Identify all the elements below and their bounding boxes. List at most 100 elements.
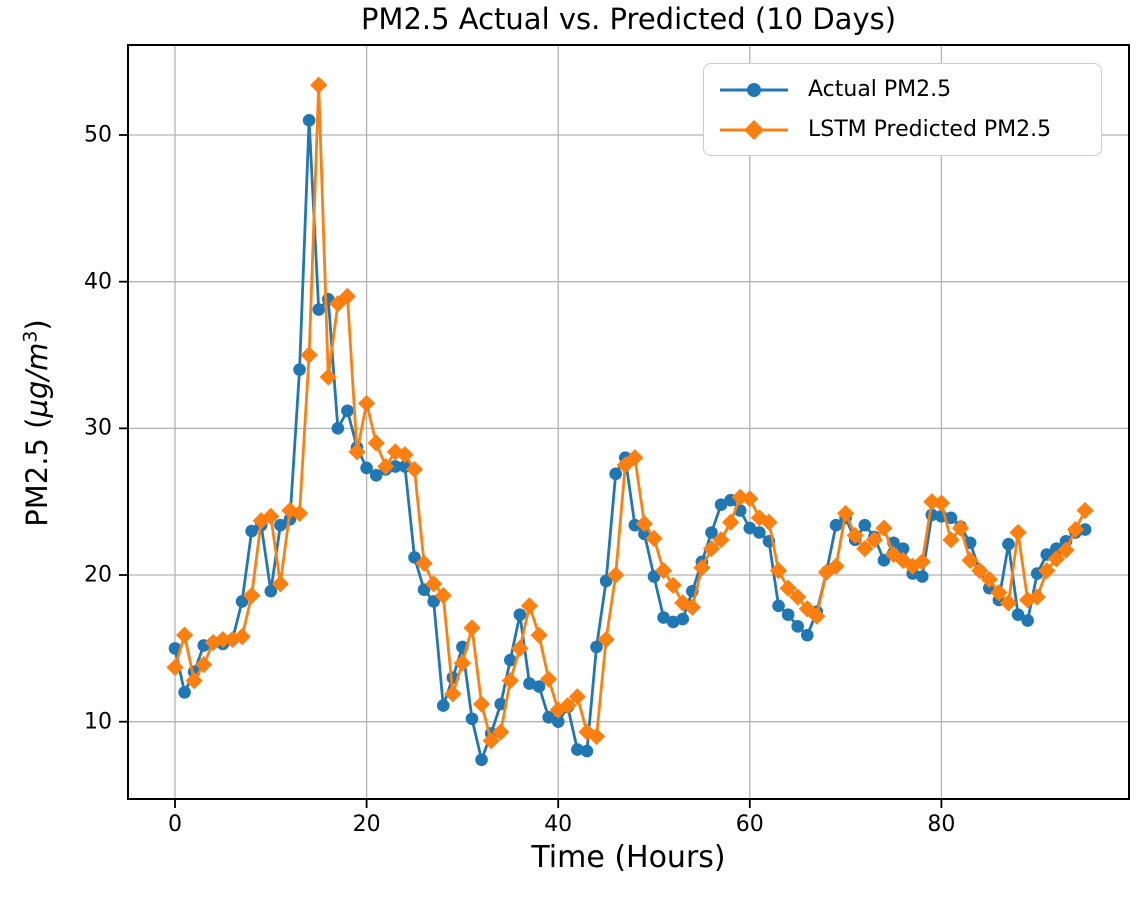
marker-diamond bbox=[846, 526, 864, 545]
marker-circle bbox=[1021, 614, 1034, 627]
marker-circle bbox=[1002, 537, 1015, 551]
axes-background bbox=[128, 45, 1129, 799]
x-tick-label: 60 bbox=[735, 812, 764, 837]
marker-circle bbox=[264, 584, 278, 598]
marker-circle bbox=[858, 518, 872, 532]
marker-diamond bbox=[980, 570, 998, 589]
marker-diamond bbox=[530, 626, 548, 644]
marker-diamond bbox=[674, 594, 692, 612]
marker-diamond bbox=[310, 76, 328, 94]
marker-circle bbox=[877, 554, 891, 567]
marker-diamond bbox=[175, 626, 194, 644]
marker-circle bbox=[532, 680, 546, 693]
marker-diamond bbox=[913, 553, 931, 571]
marker-diamond bbox=[1066, 520, 1085, 539]
marker-circle bbox=[1078, 523, 1092, 536]
marker-diamond bbox=[837, 504, 855, 523]
marker-diamond bbox=[607, 566, 625, 584]
marker-diamond bbox=[501, 672, 519, 690]
marker-circle bbox=[504, 653, 517, 667]
marker-diamond bbox=[233, 628, 251, 646]
marker-diamond bbox=[482, 732, 500, 750]
marker-circle bbox=[829, 518, 843, 532]
marker-diamond bbox=[779, 579, 797, 597]
marker-diamond bbox=[223, 630, 242, 649]
marker-diamond bbox=[827, 557, 845, 575]
marker-diamond bbox=[597, 630, 615, 649]
marker-circle bbox=[475, 753, 488, 767]
marker-diamond bbox=[348, 443, 366, 461]
marker-diamond bbox=[243, 586, 261, 605]
marker-diamond bbox=[262, 507, 280, 525]
marker-circle bbox=[781, 608, 795, 621]
x-tick-label: 20 bbox=[352, 812, 381, 837]
marker-diamond bbox=[1047, 550, 1065, 568]
marker-diamond bbox=[769, 562, 788, 580]
marker-diamond bbox=[875, 519, 893, 537]
marker-diamond bbox=[856, 540, 874, 558]
marker-circle bbox=[465, 712, 479, 726]
marker-circle bbox=[389, 460, 402, 473]
marker-circle bbox=[772, 599, 785, 613]
marker-circle bbox=[178, 686, 191, 699]
marker-diamond bbox=[990, 584, 1008, 602]
marker-diamond bbox=[463, 619, 481, 637]
marker-circle bbox=[791, 620, 804, 633]
marker-diamond bbox=[894, 551, 912, 569]
marker-circle bbox=[369, 468, 383, 482]
marker-circle bbox=[542, 710, 555, 724]
marker-circle bbox=[705, 526, 718, 539]
y-tick-label: 40 bbox=[84, 269, 112, 295]
x-tick-label: 40 bbox=[544, 812, 573, 837]
marker-diamond bbox=[626, 449, 644, 467]
marker-diamond bbox=[664, 576, 682, 594]
marker-circle bbox=[168, 642, 182, 655]
marker-diamond bbox=[396, 446, 414, 464]
marker-circle bbox=[274, 518, 287, 532]
marker-diamond bbox=[693, 559, 711, 577]
marker-circle bbox=[657, 611, 670, 624]
marker-diamond bbox=[405, 460, 424, 479]
marker-circle bbox=[417, 583, 431, 596]
y-tick-label: 50 bbox=[84, 122, 112, 148]
marker-diamond bbox=[319, 368, 337, 386]
marker-circle bbox=[523, 677, 536, 690]
marker-diamond bbox=[338, 287, 357, 305]
legend-label: Actual PM2.5 bbox=[808, 77, 952, 102]
marker-diamond bbox=[1057, 541, 1075, 559]
x-axis-label: Time (Hours) bbox=[531, 840, 726, 875]
marker-circle bbox=[341, 404, 354, 418]
marker-circle bbox=[800, 628, 814, 642]
marker-diamond bbox=[760, 513, 778, 531]
marker-circle bbox=[513, 608, 527, 621]
marker-circle bbox=[915, 570, 929, 583]
marker-diamond bbox=[884, 545, 903, 564]
y-tick-label: 10 bbox=[84, 709, 112, 735]
marker-circle bbox=[1011, 608, 1025, 621]
marker-diamond bbox=[195, 655, 213, 674]
marker-circle bbox=[753, 526, 766, 539]
marker-diamond bbox=[329, 295, 347, 313]
marker-circle bbox=[647, 570, 661, 583]
legend-label: LSTM Predicted PM2.5 bbox=[808, 117, 1052, 142]
marker-diamond bbox=[568, 688, 586, 706]
marker-circle bbox=[427, 595, 440, 608]
marker-diamond bbox=[999, 594, 1018, 612]
axes-spines bbox=[127, 44, 1130, 800]
marker-diamond bbox=[741, 490, 759, 508]
marker-diamond bbox=[281, 501, 299, 520]
marker-circle bbox=[312, 303, 326, 316]
marker-diamond bbox=[789, 588, 807, 606]
marker-circle bbox=[944, 511, 958, 525]
marker-diamond bbox=[1076, 501, 1094, 520]
marker-circle bbox=[580, 744, 594, 758]
y-tick-label: 20 bbox=[84, 562, 112, 588]
marker-diamond bbox=[290, 504, 309, 523]
marker-diamond bbox=[300, 346, 318, 364]
marker-diamond bbox=[377, 457, 395, 476]
marker-circle bbox=[293, 363, 306, 376]
marker-diamond bbox=[865, 531, 883, 549]
marker-diamond bbox=[540, 670, 558, 688]
marker-circle bbox=[666, 615, 680, 629]
